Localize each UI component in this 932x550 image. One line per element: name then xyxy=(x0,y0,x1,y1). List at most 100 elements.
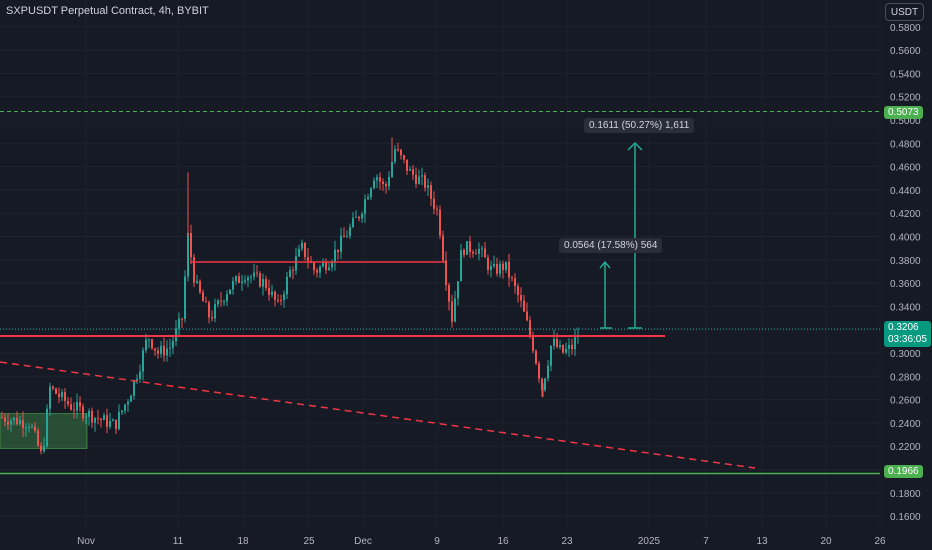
candle-body xyxy=(22,420,24,428)
x-tick-label: 23 xyxy=(561,536,573,547)
x-tick-label: 16 xyxy=(497,536,509,547)
candle-body xyxy=(358,216,360,219)
x-tick-label: 7 xyxy=(703,536,709,547)
candle-body xyxy=(103,415,105,420)
candle-body xyxy=(490,266,492,270)
candle-body xyxy=(526,311,528,321)
y-tick-label: 0.4400 xyxy=(890,186,921,197)
candle-body xyxy=(337,249,339,253)
candle-body xyxy=(517,286,519,296)
candle-body xyxy=(253,272,255,277)
candle-body xyxy=(436,208,438,210)
candle-body xyxy=(565,348,567,353)
x-tick-label: 9 xyxy=(434,536,440,547)
candle-body xyxy=(391,161,393,178)
x-tick-label: 25 xyxy=(303,536,315,547)
candle-body xyxy=(523,300,525,312)
candle-body xyxy=(172,341,174,348)
candle-body xyxy=(76,402,78,411)
candle-body xyxy=(70,404,72,410)
candle-body xyxy=(343,235,345,238)
candle-body xyxy=(262,279,264,287)
candle-body xyxy=(541,378,543,391)
candle-body xyxy=(439,209,441,236)
candle-body xyxy=(145,339,147,351)
candle-body xyxy=(400,149,402,156)
candle-body xyxy=(277,299,279,301)
candle-body xyxy=(421,175,423,177)
candle-body xyxy=(151,339,153,349)
y-tick-label: 0.5000 xyxy=(890,116,921,127)
candle-body xyxy=(28,427,30,429)
candle-body xyxy=(175,328,177,342)
candle-body xyxy=(241,281,243,283)
candle-body xyxy=(367,197,369,200)
candle-body xyxy=(472,251,474,254)
candle-body xyxy=(496,264,498,274)
candle-body xyxy=(184,276,186,319)
candle-body xyxy=(397,149,399,151)
candle-body xyxy=(160,345,162,354)
candle-body xyxy=(250,276,252,278)
candle-body xyxy=(427,185,429,188)
candle-body xyxy=(466,241,468,255)
y-tick-label: 0.1800 xyxy=(890,489,921,500)
candle-body xyxy=(7,421,9,425)
candle-body xyxy=(136,378,138,381)
level-badge-bottom: 0.1966 xyxy=(884,465,923,478)
x-tick-label: Nov xyxy=(77,536,95,547)
candle-body xyxy=(208,302,210,318)
y-tick-label: 0.2800 xyxy=(890,372,921,383)
candle-body xyxy=(433,198,435,209)
candle-body xyxy=(226,294,228,302)
y-tick-label: 0.2200 xyxy=(890,442,921,453)
candle-body xyxy=(280,299,282,301)
candle-body xyxy=(223,301,225,303)
price-axis: 0.5800 0.5600 0.5400 0.5200 0.5000 0.4800 0.46… xyxy=(890,23,921,523)
measure-arrowhead-small xyxy=(599,260,611,269)
measure-label-small: 0.0564 (17.58%) 564 xyxy=(559,238,663,253)
candle-body xyxy=(487,257,489,270)
candle-body xyxy=(88,410,90,417)
candle-body xyxy=(34,426,36,431)
candle-body xyxy=(133,380,135,396)
y-tick-label: 0.3800 xyxy=(890,256,921,267)
candle-body xyxy=(328,267,330,270)
drawing-lines xyxy=(0,110,880,475)
candle-body xyxy=(298,248,300,257)
candle-body xyxy=(370,188,372,198)
candle-body xyxy=(112,419,114,421)
x-tick-label: 26 xyxy=(874,536,886,547)
candle-body xyxy=(247,277,249,281)
y-tick-label: 0.4000 xyxy=(890,233,921,244)
candle-body xyxy=(568,344,570,349)
candle-body xyxy=(220,300,222,302)
last-price-value: 0.3206 xyxy=(888,322,919,333)
candle-body xyxy=(418,176,420,184)
measure-label-large: 0.1611 (50.27%) 1,611 xyxy=(584,118,695,133)
candle-body xyxy=(364,199,366,214)
candle-body xyxy=(127,401,129,405)
candle-body xyxy=(148,339,150,341)
y-tick-label: 0.3600 xyxy=(890,279,921,290)
currency-button[interactable]: USDT xyxy=(885,3,924,21)
candle-body xyxy=(340,235,342,253)
x-tick-label: Dec xyxy=(354,536,372,547)
candle-body xyxy=(484,248,486,258)
candle-body xyxy=(61,392,63,398)
candle-body xyxy=(187,232,189,277)
candle-body xyxy=(130,395,132,402)
candle-body xyxy=(10,420,12,425)
candle-body xyxy=(283,294,285,300)
candle-body xyxy=(205,301,207,303)
candle-body xyxy=(52,386,54,389)
y-tick-label: 0.4200 xyxy=(890,209,921,220)
candle-body xyxy=(394,149,396,162)
candle-body xyxy=(469,241,471,252)
y-tick-label: 0.5600 xyxy=(890,46,921,57)
candle-body xyxy=(313,262,315,271)
candle-body xyxy=(43,446,45,452)
candle-body xyxy=(514,278,516,287)
candle-body xyxy=(574,337,576,350)
